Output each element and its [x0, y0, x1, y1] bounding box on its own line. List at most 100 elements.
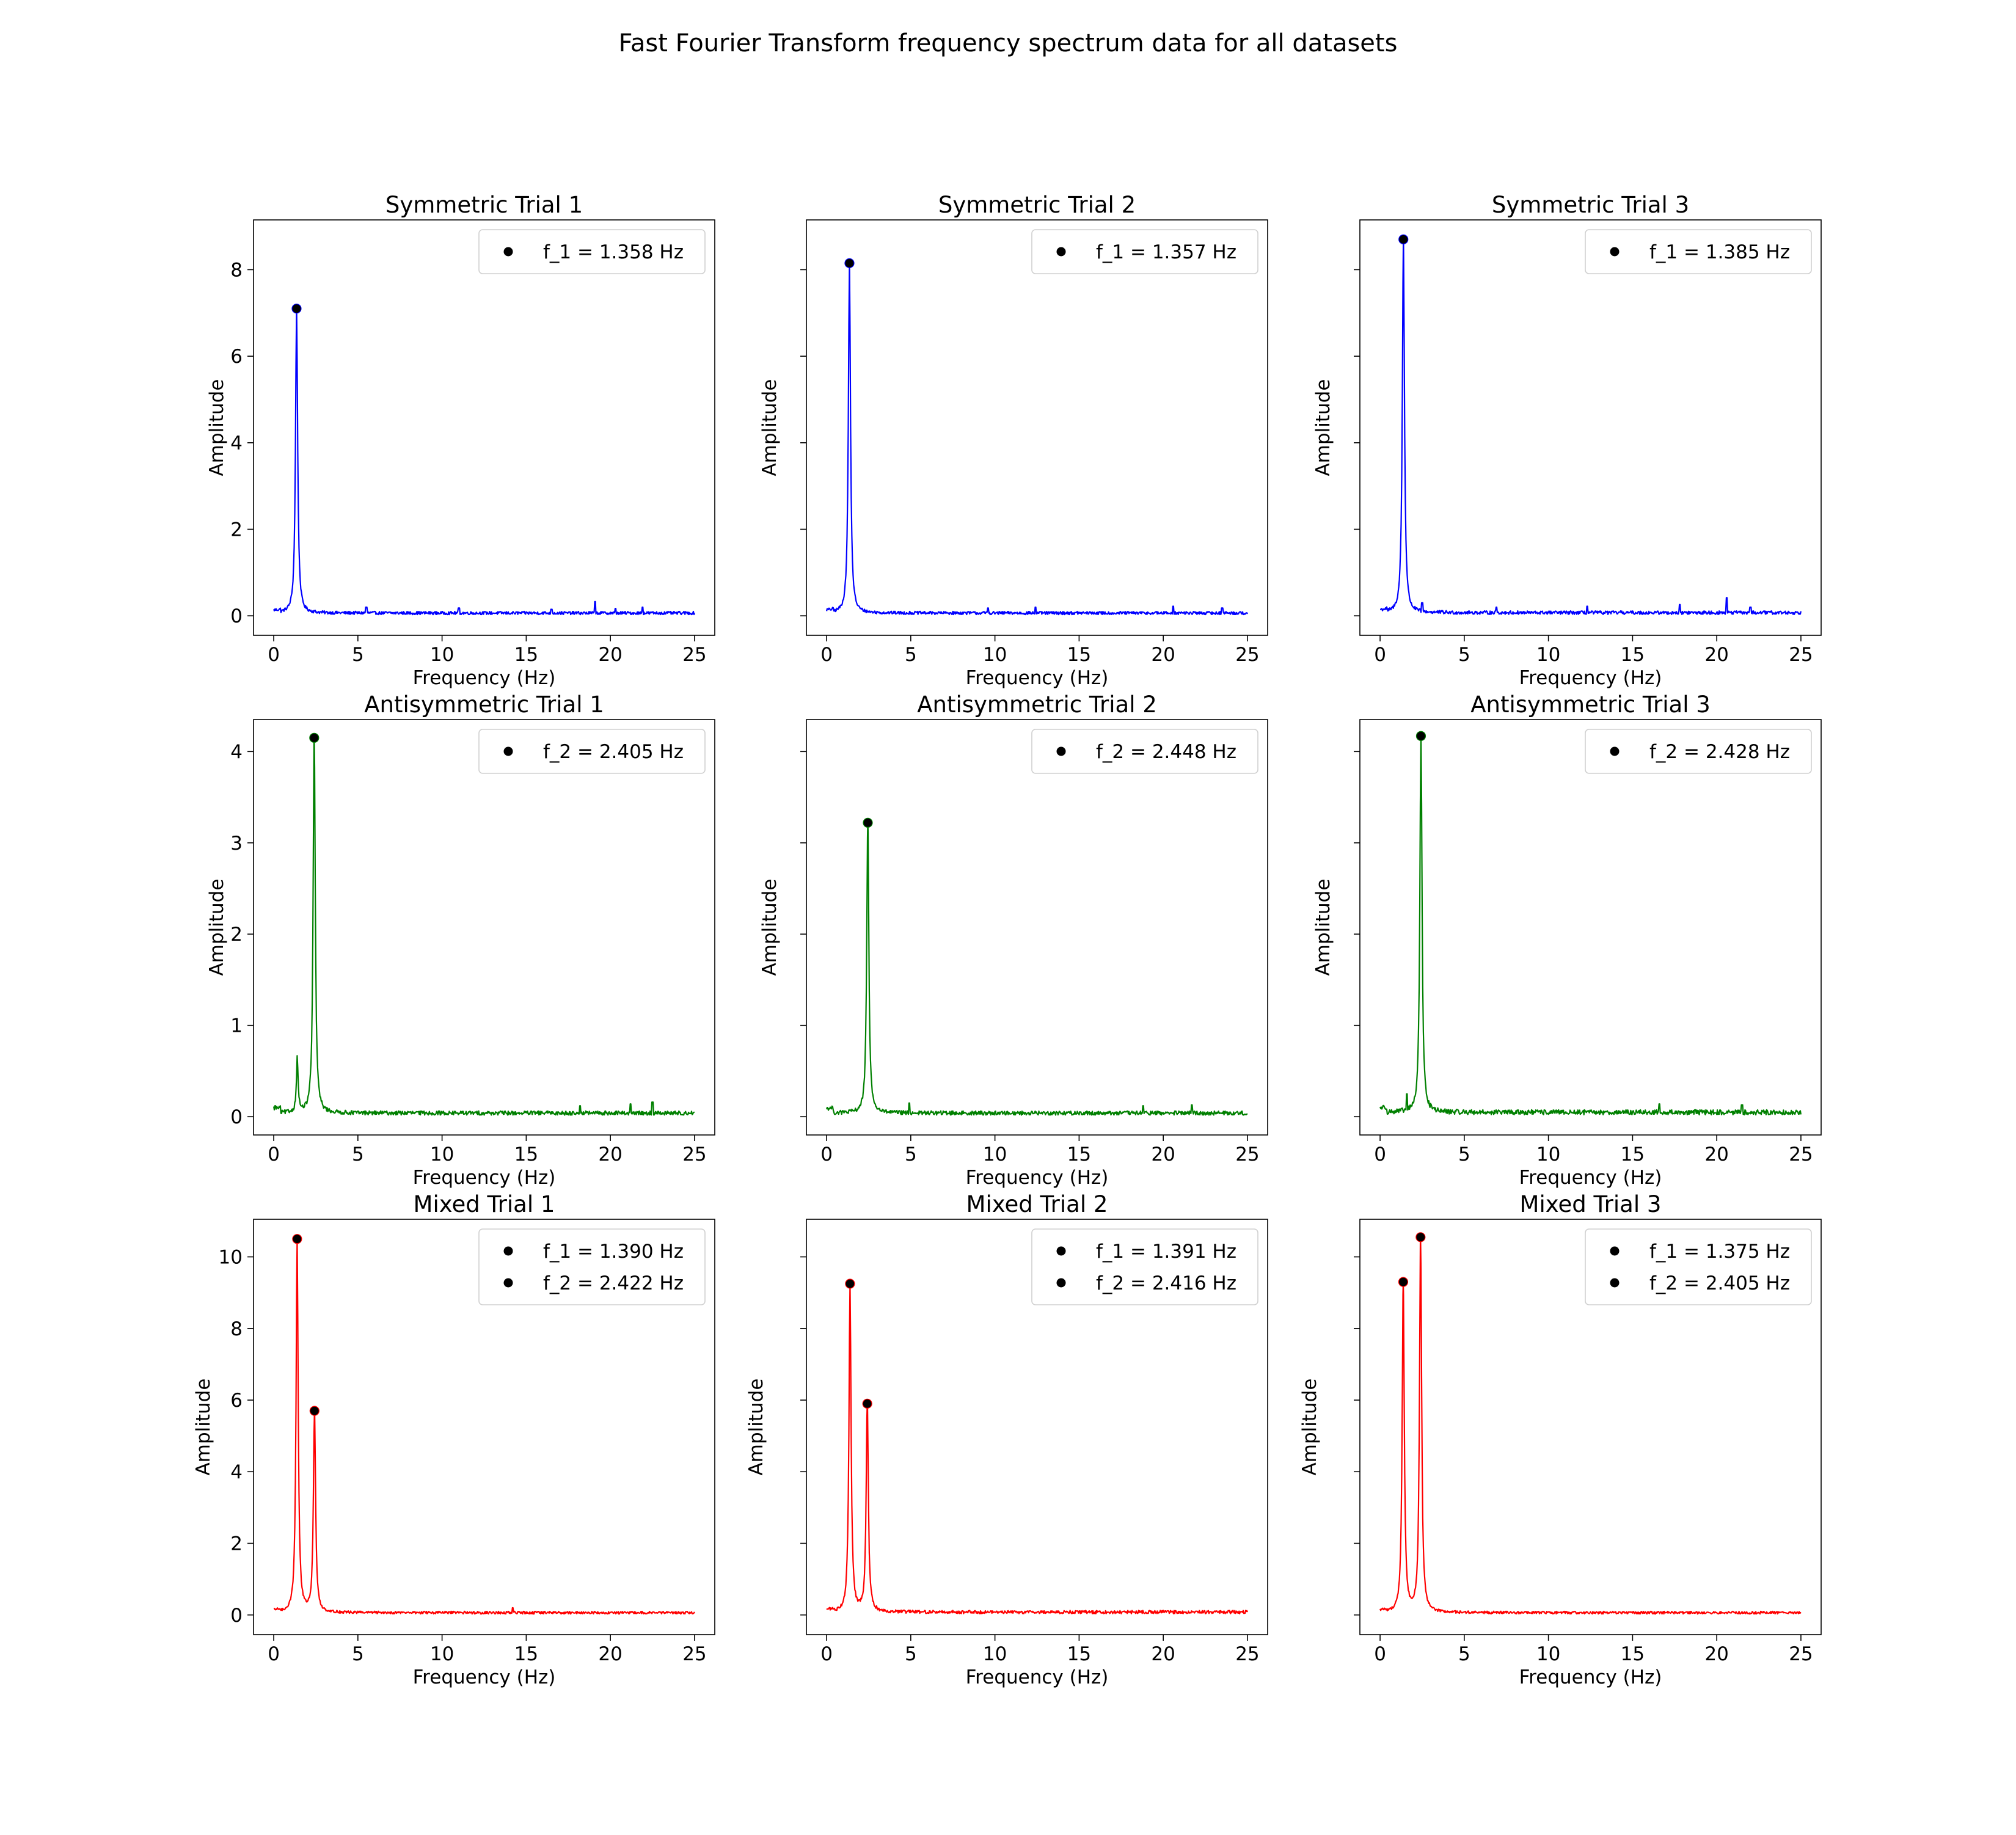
subplot: Antisymmetric Trial 1 0 5 10 15 20 25 0 1 2 3 4 Freq… [206, 691, 715, 1189]
legend-marker [1610, 247, 1620, 257]
axes-frame [806, 1219, 1268, 1635]
peak-marker [309, 1406, 320, 1416]
legend-marker [503, 1246, 513, 1256]
y-axis-label: Amplitude [192, 1379, 214, 1476]
x-tick-label: 10 [1536, 1643, 1560, 1665]
legend-box [1031, 229, 1258, 274]
legend-box [1031, 1228, 1258, 1305]
peak-marker [862, 1398, 872, 1409]
y-tick-label: 2 [230, 924, 243, 946]
x-tick-label: 0 [268, 644, 280, 666]
x-tick-label: 5 [1458, 1144, 1470, 1166]
y-tick-label: 8 [230, 1318, 243, 1340]
subplot: Mixed Trial 3 0 5 10 15 20 25 Frequency (Hz) Amp… [1299, 1191, 1822, 1688]
legend-label: f_2 = 2.428 Hz [1649, 741, 1790, 763]
figure-title: Fast Fourier Transform frequency spectru… [618, 29, 1398, 57]
legend-marker [1056, 1278, 1066, 1288]
x-tick-label: 20 [1704, 1643, 1728, 1665]
legend-marker [1056, 746, 1066, 756]
x-tick-label: 5 [905, 644, 917, 666]
subplot: Symmetric Trial 2 0 5 10 15 20 25 Frequency (Hz… [759, 192, 1268, 689]
legend-label: f_2 = 2.422 Hz [543, 1272, 684, 1294]
legend-label: f_2 = 2.416 Hz [1096, 1272, 1236, 1294]
x-axis-label: Frequency (Hz) [1519, 1167, 1662, 1189]
x-tick-label: 10 [430, 1144, 454, 1166]
spectrum-line [826, 260, 1248, 616]
x-axis-label: Frequency (Hz) [1519, 1666, 1662, 1688]
spectrum-line [826, 1279, 1248, 1614]
legend-marker [1610, 1246, 1620, 1256]
subplot: Antisymmetric Trial 2 0 5 10 15 20 25 Frequency… [759, 691, 1268, 1189]
peak-marker [291, 304, 302, 314]
legend-marker [1056, 1246, 1066, 1256]
subplot: Mixed Trial 2 0 5 10 15 20 25 Frequency (Hz) Amp… [745, 1191, 1268, 1688]
subplot: Mixed Trial 10 5 10 15 20 250246810Frequency … [192, 1191, 715, 1688]
x-tick-label: 20 [1151, 1144, 1175, 1166]
peak-marker [1415, 1232, 1426, 1242]
axes-frame [1359, 219, 1822, 636]
legend-marker [1056, 247, 1066, 257]
legend-box [1031, 729, 1258, 774]
y-tick-label: 10 [219, 1247, 243, 1269]
x-tick-label: 15 [1621, 644, 1645, 666]
subplot-title: Mixed Trial 2 [966, 1191, 1108, 1217]
subplot-title: Antisymmetric Trial 1 [364, 691, 604, 718]
x-tick-label: 10 [1536, 1144, 1560, 1166]
peak-marker [844, 258, 855, 268]
x-tick-label: 5 [1458, 1643, 1470, 1665]
x-tick-label: 0 [820, 1144, 833, 1166]
subplot-title: Mixed Trial 1 [414, 1191, 555, 1217]
subplot-title: Antisymmetric Trial 3 [1470, 691, 1711, 718]
y-axis-label: Amplitude [759, 379, 781, 476]
spectrum-line [1379, 732, 1802, 1116]
x-tick-label: 10 [430, 1643, 454, 1665]
spectrum-line [1379, 1236, 1802, 1615]
legend-label: f_1 = 1.375 Hz [1649, 1241, 1790, 1263]
legend-box [478, 229, 706, 274]
x-tick-label: 0 [820, 644, 833, 666]
axes-frame [253, 1219, 715, 1635]
x-tick-label: 5 [905, 1643, 917, 1665]
x-axis-label: Frequency (Hz) [966, 1666, 1109, 1688]
x-tick-label: 0 [268, 1643, 280, 1665]
x-tick-label: 0 [820, 1643, 833, 1665]
x-tick-label: 20 [1151, 644, 1175, 666]
y-axis-label: Amplitude [206, 379, 228, 476]
x-tick-label: 20 [598, 1643, 622, 1665]
x-tick-label: 15 [1067, 644, 1091, 666]
peak-marker [1415, 731, 1426, 742]
legend-box [478, 729, 706, 774]
x-tick-label: 0 [1374, 1643, 1386, 1665]
x-tick-label: 25 [1789, 1144, 1813, 1166]
legend-label: f_1 = 1.358 Hz [543, 241, 684, 263]
y-tick-label: 4 [230, 1461, 243, 1483]
peak-marker [292, 1234, 302, 1244]
spectrum-line [1379, 238, 1802, 615]
y-axis-label: Amplitude [206, 879, 228, 976]
legend-marker [1610, 1278, 1620, 1288]
y-axis-label: Amplitude [759, 879, 781, 976]
axes-frame [806, 219, 1268, 636]
y-axis-label: Amplitude [1312, 879, 1334, 976]
y-tick-label: 0 [230, 1605, 243, 1627]
x-tick-label: 25 [1235, 644, 1259, 666]
y-tick-label: 6 [230, 1390, 243, 1412]
legend-box [1585, 229, 1812, 274]
spectrum-line [273, 304, 695, 616]
legend-label: f_1 = 1.391 Hz [1096, 1241, 1236, 1263]
x-tick-label: 15 [1621, 1144, 1645, 1166]
x-tick-label: 5 [352, 1144, 364, 1166]
axes-frame [253, 219, 715, 636]
legend-label: f_2 = 2.405 Hz [543, 741, 684, 763]
peak-marker [1398, 234, 1409, 244]
x-tick-label: 5 [352, 644, 364, 666]
legend-marker [1610, 746, 1620, 756]
y-tick-label: 2 [230, 1533, 243, 1555]
x-tick-label: 5 [1458, 644, 1470, 666]
x-tick-label: 10 [1536, 644, 1560, 666]
x-tick-label: 20 [598, 644, 622, 666]
x-tick-label: 5 [905, 1144, 917, 1166]
x-tick-label: 25 [682, 1144, 706, 1166]
legend-marker [503, 247, 513, 257]
